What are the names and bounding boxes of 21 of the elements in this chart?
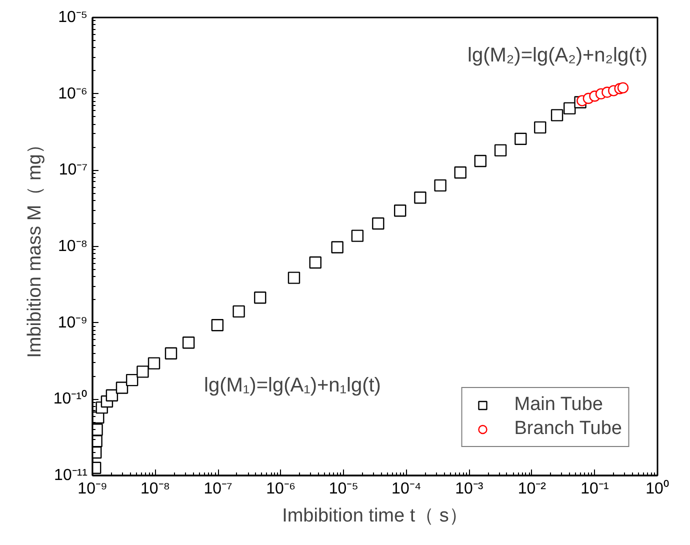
x-tick-label: 10⁻⁸ [140, 480, 170, 498]
y-tick-label: 10⁻⁶ [58, 85, 88, 102]
annotation: lg(M₁)=lg(A₁)+n₁lg(t) [204, 374, 381, 396]
y-tick-label: 10⁻¹⁰ [53, 390, 88, 408]
x-axis-title: Imbibition time t（ s） [282, 506, 468, 526]
y-tick-label: 10⁻⁷ [58, 162, 88, 179]
annotation: lg(M₂)=lg(A₂)+n₂lg(t) [468, 44, 648, 66]
x-tick-label: 10⁻⁶ [266, 480, 296, 498]
y-tick-label: 10⁻⁹ [58, 314, 88, 332]
legend-label: Branch Tube [514, 418, 622, 440]
y-tick-label: 10⁻⁸ [58, 238, 88, 255]
x-tick-label: 10⁻⁴ [392, 480, 422, 498]
y-axis-title: Imbibition mass M（ mg） [24, 135, 46, 358]
x-tick-label: 10⁻² [518, 480, 547, 498]
legend-label: Main Tube [514, 394, 603, 416]
x-tick-label: 10⁰ [646, 480, 670, 498]
x-tick-label: 10⁻¹ [580, 480, 609, 498]
x-tick-label: 10⁻³ [455, 480, 484, 498]
x-tick-label: 10⁻⁷ [204, 480, 233, 498]
y-tick-label: 10⁻⁵ [58, 9, 88, 26]
x-tick-label: 10⁻⁵ [328, 480, 358, 498]
